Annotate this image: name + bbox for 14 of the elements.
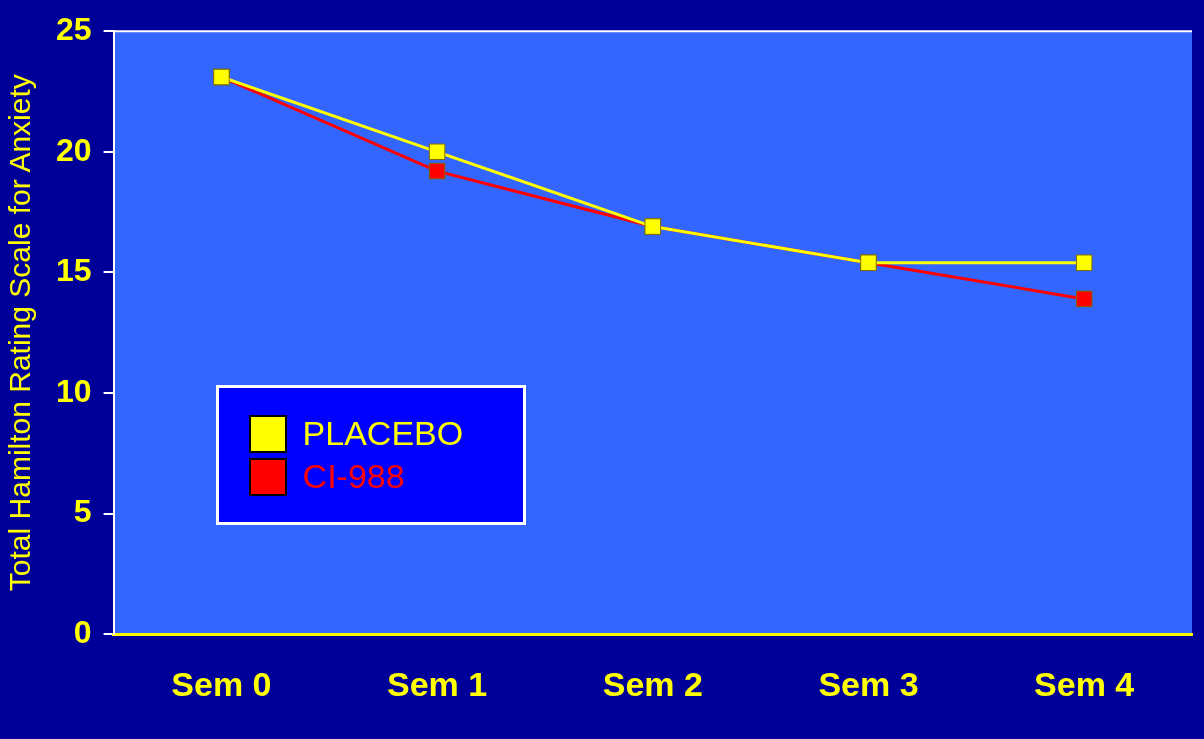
y-axis-title: Total Hamilton Rating Scale for Anxiety xyxy=(3,74,37,592)
legend-label: PLACEBO xyxy=(302,414,464,454)
x-tick-label: Sem 4 xyxy=(1034,664,1135,703)
legend-label: CI-988 xyxy=(302,457,405,497)
y-tick-label: 0 xyxy=(73,614,92,651)
x-tick-label: Sem 1 xyxy=(387,664,488,703)
x-tick-label: Sem 0 xyxy=(171,664,272,703)
x-tick-label: Sem 2 xyxy=(602,664,703,703)
y-tick-label: 5 xyxy=(73,493,92,530)
x-tick-label: Sem 3 xyxy=(818,664,919,703)
y-tick-label: 25 xyxy=(56,11,92,48)
y-tick-label: 15 xyxy=(56,252,92,289)
y-tick-label: 10 xyxy=(56,372,92,409)
y-tick-label: 20 xyxy=(56,131,92,168)
